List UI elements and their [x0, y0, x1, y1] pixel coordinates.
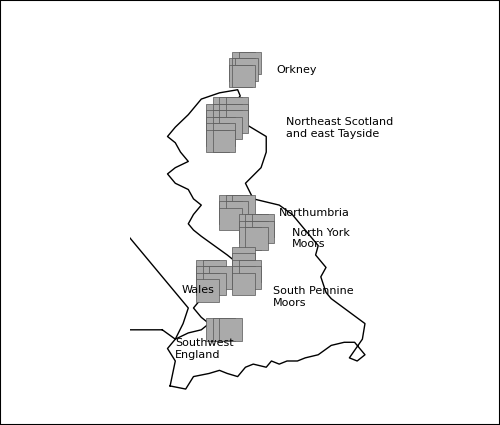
Bar	[206, 123, 229, 146]
Bar	[238, 260, 262, 282]
Bar	[252, 214, 274, 237]
Bar	[196, 279, 219, 302]
Bar	[206, 318, 229, 341]
Bar	[229, 58, 252, 81]
Bar	[238, 221, 262, 244]
Bar	[226, 104, 248, 126]
Bar	[245, 214, 268, 237]
Bar	[229, 65, 252, 88]
Bar	[206, 110, 229, 133]
Bar	[196, 260, 219, 282]
Bar	[232, 58, 255, 81]
Bar	[238, 52, 262, 74]
Bar	[219, 208, 242, 230]
Bar	[238, 266, 262, 289]
Bar	[232, 65, 255, 88]
Bar	[219, 97, 242, 120]
Text: Northeast Scotland
and east Tayside: Northeast Scotland and east Tayside	[286, 117, 393, 139]
Bar	[232, 52, 255, 74]
Bar	[212, 117, 236, 139]
Bar	[203, 260, 226, 282]
Text: Wales: Wales	[182, 286, 214, 295]
Bar	[245, 227, 268, 250]
Bar	[232, 246, 255, 269]
Bar	[238, 214, 262, 237]
Text: Southwest
England: Southwest England	[176, 338, 234, 360]
Bar	[210, 266, 232, 289]
Bar	[212, 104, 236, 126]
Bar	[212, 110, 236, 133]
Bar	[226, 195, 248, 217]
Bar	[203, 272, 226, 295]
Bar	[219, 117, 242, 139]
Text: North York
Moors: North York Moors	[292, 228, 350, 249]
Bar	[226, 201, 248, 224]
Bar	[245, 221, 268, 244]
Bar	[219, 110, 242, 133]
Text: Orkney: Orkney	[276, 65, 316, 75]
Bar	[232, 272, 255, 295]
Text: Northumbria: Northumbria	[279, 207, 350, 218]
Text: South Pennine
Moors: South Pennine Moors	[272, 286, 353, 308]
Bar	[232, 195, 255, 217]
Bar	[206, 130, 229, 153]
Bar	[212, 97, 236, 120]
Polygon shape	[64, 230, 188, 339]
Polygon shape	[168, 90, 365, 389]
Bar	[206, 104, 229, 126]
Bar	[203, 266, 226, 289]
Bar	[206, 117, 229, 139]
Bar	[226, 110, 248, 133]
Bar	[212, 130, 236, 153]
Bar	[232, 253, 255, 276]
Bar	[252, 221, 274, 244]
Bar	[212, 318, 236, 341]
Bar	[219, 104, 242, 126]
Bar	[219, 201, 242, 224]
Bar	[212, 123, 236, 146]
Bar	[226, 97, 248, 120]
Bar	[236, 58, 258, 81]
Bar	[219, 195, 242, 217]
Bar	[196, 266, 219, 289]
Bar	[232, 266, 255, 289]
Bar	[196, 272, 219, 295]
Bar	[219, 318, 242, 341]
Bar	[232, 260, 255, 282]
Bar	[238, 227, 262, 250]
